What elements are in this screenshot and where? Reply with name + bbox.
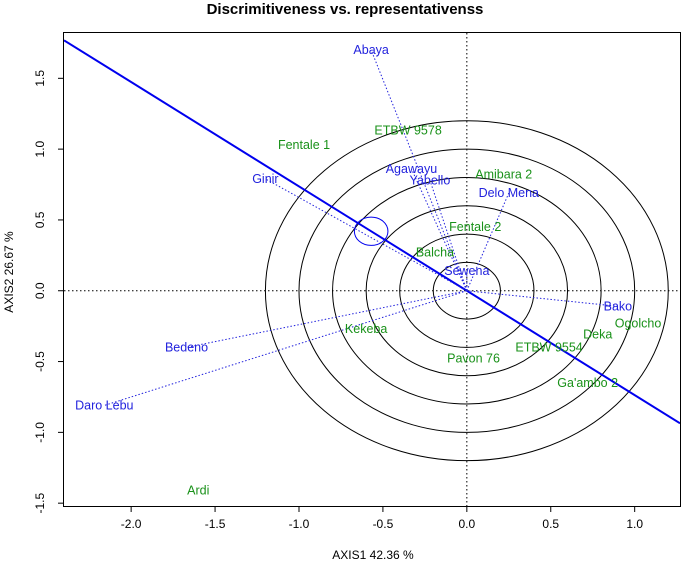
genotype-label-balcha: Balcha <box>416 246 454 260</box>
x-tick-label-6: 1.0 <box>626 517 643 531</box>
env-vector-agawayu <box>410 168 468 291</box>
concentric-circle-3 <box>365 205 569 377</box>
y-tick-label-2: -0.5 <box>33 351 47 372</box>
env-label-bako: Bako <box>604 299 633 313</box>
plot-area <box>64 33 680 506</box>
env-vector-delo-mena <box>466 192 510 291</box>
x-tick-label-4: 0.0 <box>458 517 475 531</box>
env-vector-daro-lebu <box>104 290 467 406</box>
concentric-circle-4 <box>332 176 602 405</box>
genotype-label-etbw-9578: ETBW 9578 <box>374 124 441 138</box>
average-environment-axis <box>64 39 680 425</box>
concentric-circle-6 <box>264 120 669 462</box>
env-vector-bedeno <box>186 290 467 348</box>
env-label-ginir: Ginir <box>252 172 278 186</box>
x-tick-label-0: -2.0 <box>121 517 142 531</box>
genotype-label-etbw-9554: ETBW 9554 <box>515 340 582 354</box>
y-axis-label: AXIS2 26.67 % <box>2 231 16 313</box>
env-label-agawayu: Agawayu <box>386 162 437 176</box>
env-vector-abaya <box>370 49 468 291</box>
concentric-circle-5 <box>298 148 636 433</box>
env-vector-ginir <box>265 178 468 292</box>
env-label-yabello: Yabello <box>410 173 451 187</box>
average-environment-marker <box>353 216 389 246</box>
chart-title: Discrimitiveness vs. representativenss <box>207 1 484 18</box>
genotype-label-ga-ambo-2: Ga'ambo 2 <box>557 376 618 390</box>
plot-frame <box>63 32 681 507</box>
genotype-label-pavon-76: Pavon 76 <box>447 352 500 366</box>
genotype-label-fentale-2: Fentale 2 <box>449 220 501 234</box>
genotype-label-fentale-1: Fentale 1 <box>278 138 330 152</box>
y-tick-label-3: 0.0 <box>33 282 47 299</box>
env-label-abaya: Abaya <box>353 43 388 57</box>
x-axis-label: AXIS1 42.36 % <box>332 548 414 562</box>
y-tick-label-5: 1.0 <box>33 140 47 157</box>
y-tick-label-4: 0.5 <box>33 211 47 228</box>
x-tick-label-1: -1.5 <box>205 517 226 531</box>
genotype-label-amibara-2: Amibara 2 <box>475 168 532 182</box>
concentric-circle-2 <box>399 233 535 348</box>
y-tick-label-6: 1.5 <box>33 70 47 87</box>
genotype-label-deka: Deka <box>583 328 612 342</box>
genotype-label-ogolcho: Ogolcho <box>615 316 662 330</box>
y-tick-label-0: -1.5 <box>33 493 47 514</box>
env-label-sewena: Sewena <box>444 264 489 278</box>
genotype-label-kekeba: Kekeba <box>345 322 387 336</box>
env-label-daro-lebu: Daro Lebu <box>75 398 133 412</box>
env-label-delo-mena: Delo Mena <box>479 186 539 200</box>
genotype-label-ardi: Ardi <box>187 483 209 497</box>
x-tick-label-2: -1.0 <box>289 517 310 531</box>
concentric-circle-1 <box>432 261 501 320</box>
y-tick-label-1: -1.0 <box>33 422 47 443</box>
x-tick-label-5: 0.5 <box>542 517 559 531</box>
x-tick-label-3: -0.5 <box>373 517 394 531</box>
env-label-bedeno: Bedeno <box>165 340 208 354</box>
env-vector-bako <box>466 290 618 307</box>
